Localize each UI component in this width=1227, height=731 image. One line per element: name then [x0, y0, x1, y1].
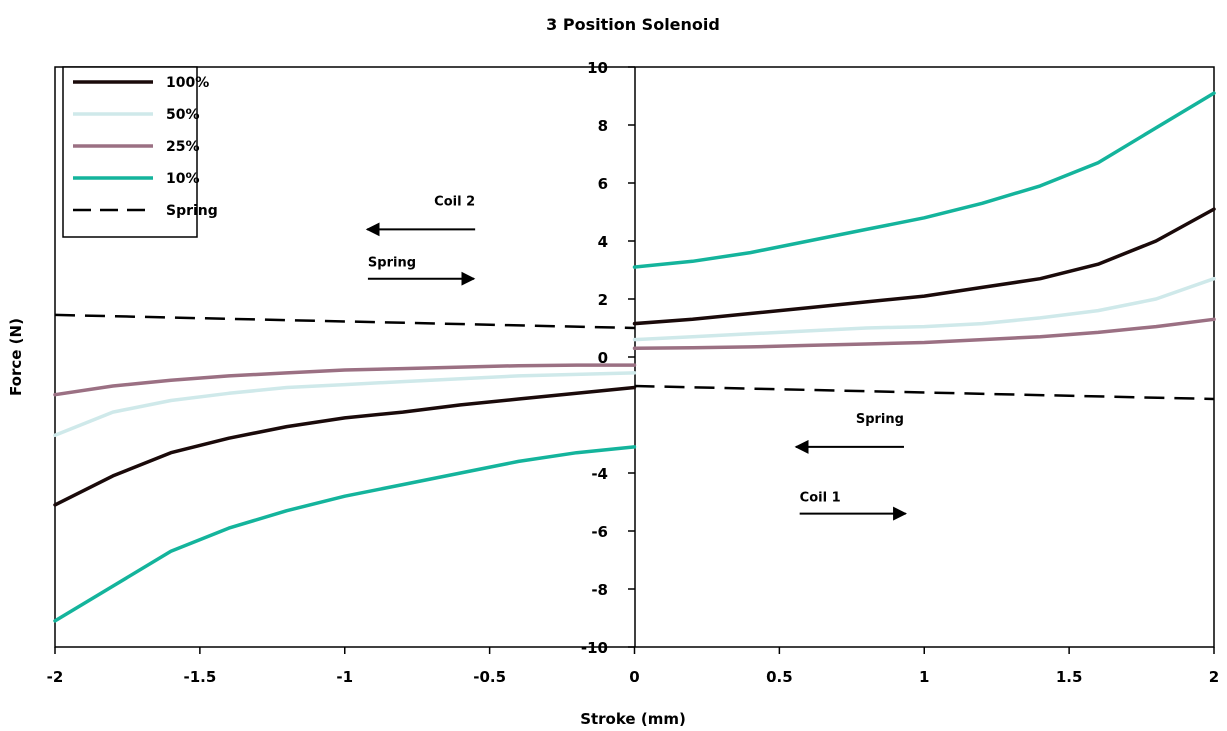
x-tick-label: 1.5: [1056, 668, 1083, 686]
y-tick-label: -6: [591, 523, 608, 541]
legend-label-spring: Spring: [166, 203, 218, 219]
y-tick-label: 10: [587, 59, 608, 77]
x-tick-label: -1.5: [183, 668, 216, 686]
legend-label-50pct: 50%: [166, 107, 200, 123]
annotation-coil-1: Coil 1: [800, 491, 841, 506]
legend-box: [62, 66, 198, 238]
series-line-100pct-right: [632, 207, 1216, 326]
x-tick-label: -2: [47, 668, 64, 686]
annotation-layer: Coil 2 Spring Spring Coil 1: [365, 194, 908, 521]
annotation-spring: Spring: [856, 412, 904, 427]
series-line-100pct-left: [53, 385, 637, 507]
legend: 100% 50% 25% 10% Spring: [62, 66, 218, 238]
x-tick-label: -0.5: [473, 668, 506, 686]
axes: -2 -1.5 -1 -0.5 0 0.5 1 1.5 2 10 8 6 4 2 0 -4 -6 -8 -10: [47, 59, 1220, 686]
x-tick-label: 0.5: [766, 668, 793, 686]
series-line-10pct-right: [632, 91, 1216, 269]
y-tick-label: 2: [598, 291, 608, 309]
y-tick-label: -8: [591, 581, 608, 599]
series-line-spring-left: [54, 313, 635, 330]
legend-label-25pct: 25%: [166, 139, 200, 155]
series-line-25pct-left: [53, 363, 637, 397]
annotation-coil-2: Coil 2: [434, 194, 475, 209]
x-tick-label: 2: [1209, 668, 1219, 686]
y-tick-label: 6: [598, 175, 608, 193]
series-line-25pct-right: [632, 317, 1216, 351]
y-tick-label: -4: [591, 465, 608, 483]
y-tick-label: 0: [598, 349, 608, 367]
y-tick-label: 8: [598, 117, 608, 135]
x-axis-title: Stroke (mm): [580, 710, 686, 728]
legend-label-100pct: 100%: [166, 75, 209, 91]
y-tick-label: 4: [598, 233, 608, 251]
series-line-10pct-left: [53, 445, 637, 623]
series-line-spring-right: [634, 384, 1215, 401]
x-tick-label: -1: [336, 668, 353, 686]
x-tick-label: 1: [919, 668, 929, 686]
legend-items: 100% 50% 25% 10% Spring: [73, 75, 218, 219]
series-line-50pct-right: [632, 276, 1216, 342]
y-tick-label: -10: [581, 639, 608, 657]
series-line-50pct-left: [53, 371, 637, 438]
x-tick-label: 0: [629, 668, 639, 686]
legend-label-10pct: 10%: [166, 171, 200, 187]
annotation-spring: Spring: [368, 256, 416, 271]
chart-title: 3 Position Solenoid: [546, 15, 720, 34]
series-layer: [53, 91, 1216, 623]
y-axis-title: Force (N): [7, 318, 25, 396]
